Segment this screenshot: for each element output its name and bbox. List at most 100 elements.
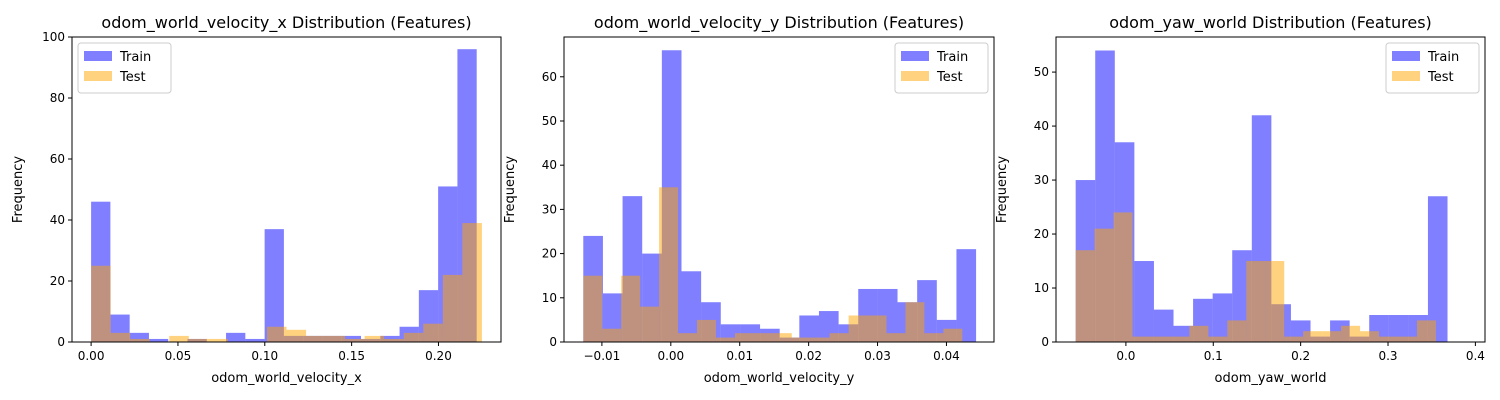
legend-label-test: Test xyxy=(1427,70,1454,85)
bar-test xyxy=(1132,336,1152,342)
x-tick-label: 0.0 xyxy=(1116,349,1135,363)
bar-test xyxy=(697,319,716,342)
legend-swatch-test xyxy=(901,71,929,81)
bar-test xyxy=(91,265,111,342)
x-tick-label: 0.15 xyxy=(338,349,365,363)
bar-test xyxy=(1094,228,1114,342)
bar-test xyxy=(208,338,228,342)
bar-test xyxy=(772,333,792,342)
bar-test xyxy=(924,333,944,342)
y-axis-label: Frequency xyxy=(995,156,1010,223)
y-tick-label: 50 xyxy=(542,114,557,128)
bar-test xyxy=(364,335,385,342)
bar-test xyxy=(829,333,849,342)
bar-test xyxy=(1341,325,1361,342)
x-tick-label: 0.00 xyxy=(657,349,684,363)
bar-test xyxy=(1265,261,1285,342)
x-axis-label: odom_world_velocity_x xyxy=(211,371,362,386)
x-tick-label: 0.04 xyxy=(933,349,960,363)
bar-train xyxy=(264,229,284,342)
bar-train xyxy=(799,315,819,342)
x-tick-label: 0.00 xyxy=(78,349,105,363)
bar-test xyxy=(188,338,209,342)
legend-label-train: Train xyxy=(1427,50,1459,65)
bar-test xyxy=(810,337,830,342)
bar-test xyxy=(1379,336,1398,342)
y-axis-label: Frequency xyxy=(11,156,26,223)
bar-test xyxy=(867,315,887,342)
x-tick-label: 0.10 xyxy=(251,349,278,363)
x-tick-label: 0.2 xyxy=(1291,349,1310,363)
x-tick-label: 0.02 xyxy=(795,349,822,363)
x-tick-label: 0.01 xyxy=(726,349,753,363)
legend-swatch-train xyxy=(901,51,929,61)
x-tick-label: 0.1 xyxy=(1204,349,1223,363)
chart-title: odom_world_velocity_x Distribution (Feat… xyxy=(101,13,471,33)
bar-train xyxy=(148,338,169,342)
bar-train xyxy=(129,332,149,342)
y-tick-label: 60 xyxy=(50,152,65,166)
bar-test xyxy=(640,306,660,342)
bar-test xyxy=(384,338,404,342)
bar-test xyxy=(621,275,641,342)
x-tick-label: 0.05 xyxy=(165,349,192,363)
legend-swatch-train xyxy=(1392,51,1420,61)
bar-test xyxy=(1151,336,1171,342)
legend: Train Test xyxy=(1385,42,1480,94)
chart-panel-2: −0.01 0.00 0.01 0.02 0.03 0.04 0 10 20 30 40 50 60 od… xyxy=(503,13,995,386)
bar-train xyxy=(1153,309,1174,342)
bar-test xyxy=(462,223,482,342)
bar-test xyxy=(886,333,906,342)
legend-label-train: Train xyxy=(936,50,968,65)
bar-test xyxy=(1227,320,1247,342)
bar-test xyxy=(678,333,697,342)
bar-test xyxy=(403,332,424,342)
bar-train xyxy=(1388,315,1409,342)
plot-frame xyxy=(71,36,502,343)
legend-label-test: Test xyxy=(936,70,963,85)
bar-train xyxy=(681,271,702,342)
bar-test xyxy=(1170,336,1190,342)
bar-test xyxy=(1246,261,1266,342)
bar-test xyxy=(659,187,679,342)
bar-test xyxy=(905,302,925,342)
bar-test xyxy=(110,332,131,342)
bar-test xyxy=(306,335,326,342)
bar-train xyxy=(956,249,977,342)
x-axis-label: odom_yaw_world xyxy=(1215,371,1327,386)
y-tick-label: 40 xyxy=(1034,119,1049,133)
bar-test xyxy=(1284,336,1304,342)
bar-test xyxy=(715,337,735,342)
y-tick-label: 10 xyxy=(542,291,557,305)
legend-swatch-test xyxy=(1392,71,1420,81)
bar-test xyxy=(130,338,150,342)
legend-swatch-test xyxy=(84,71,112,81)
y-tick-label: 0 xyxy=(1041,335,1049,349)
series-test xyxy=(583,187,963,342)
bar-test xyxy=(602,328,622,342)
bar-test xyxy=(442,274,463,342)
bar-train xyxy=(1212,293,1233,342)
chart-panel-1: 0.00 0.05 0.10 0.15 0.20 0 20 40 60 80 100 odom_wor… xyxy=(11,13,502,386)
bar-test xyxy=(1113,212,1133,342)
bar-train xyxy=(245,338,265,342)
bar-test xyxy=(753,333,773,342)
bar-train xyxy=(1134,261,1154,342)
y-tick-label: 0 xyxy=(57,335,65,349)
x-tick-label: 0.03 xyxy=(864,349,891,363)
bar-test xyxy=(423,323,443,342)
legend-label-train: Train xyxy=(119,50,151,65)
bar-test xyxy=(286,329,307,342)
y-tick-label: 0 xyxy=(549,335,557,349)
bar-test xyxy=(345,338,365,342)
legend: Train Test xyxy=(77,42,172,94)
bar-test xyxy=(1416,320,1436,342)
y-tick-label: 40 xyxy=(542,158,557,172)
x-tick-label: 0.3 xyxy=(1378,349,1397,363)
chart-title: odom_world_velocity_y Distribution (Feat… xyxy=(594,13,964,33)
series-test xyxy=(1075,212,1436,342)
bar-train xyxy=(226,332,246,342)
legend-swatch-train xyxy=(84,51,112,61)
bar-test xyxy=(1397,336,1417,342)
